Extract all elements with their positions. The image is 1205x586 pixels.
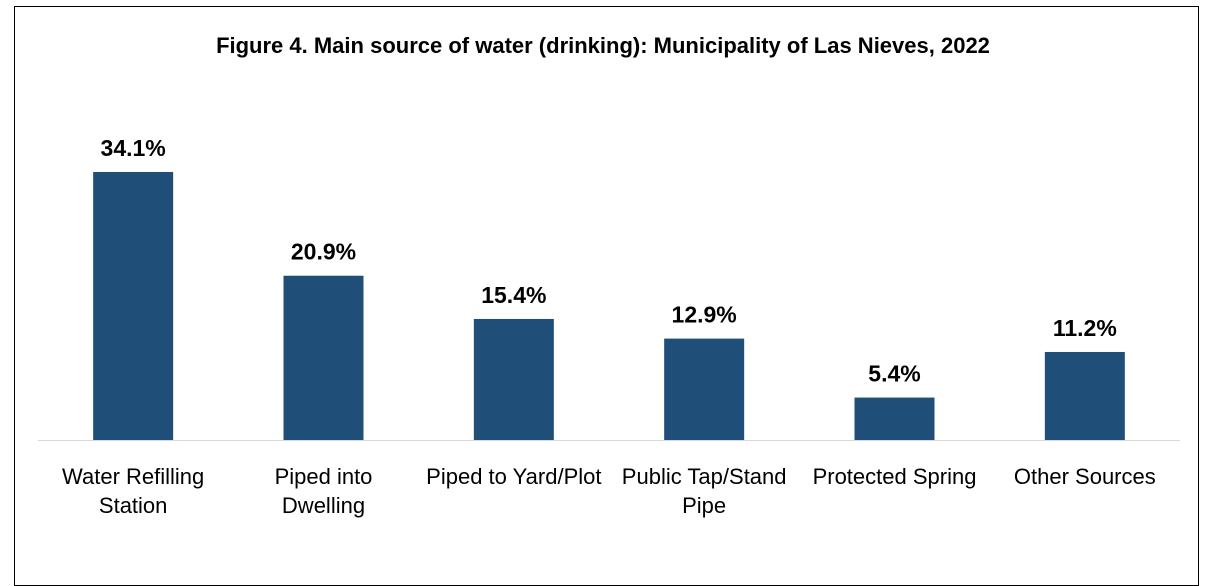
x-tick-label: Protected Spring	[812, 464, 977, 489]
page: Figure 4. Main source of water (drinking…	[14, 6, 1199, 586]
x-tick-label: Piped into Dwelling	[274, 464, 373, 518]
bar	[93, 171, 174, 440]
chart-title: Figure 4. Main source of water (drinking…	[216, 33, 990, 58]
bar	[473, 318, 554, 440]
bar	[664, 338, 745, 440]
x-tick-label: Piped to Yard/Plot	[426, 464, 602, 489]
value-label: 5.4%	[868, 361, 920, 387]
value-label: 12.9%	[672, 302, 737, 328]
bar	[283, 275, 364, 440]
value-label: 20.9%	[291, 239, 356, 265]
value-label: 15.4%	[481, 282, 546, 308]
bar	[1044, 351, 1125, 440]
x-tick-label: Water Refilling Station	[62, 464, 205, 518]
bar	[854, 397, 935, 440]
x-tick-label: Other Sources	[1013, 464, 1156, 489]
value-label: 11.2%	[1053, 315, 1117, 341]
chart: 34.1% 20.9% 15.4% 12.9% 5.4% 11.2%	[38, 135, 1180, 441]
x-tick-label: Public Tap/Stand Pipe	[621, 464, 787, 518]
value-label: 34.1%	[101, 135, 166, 161]
